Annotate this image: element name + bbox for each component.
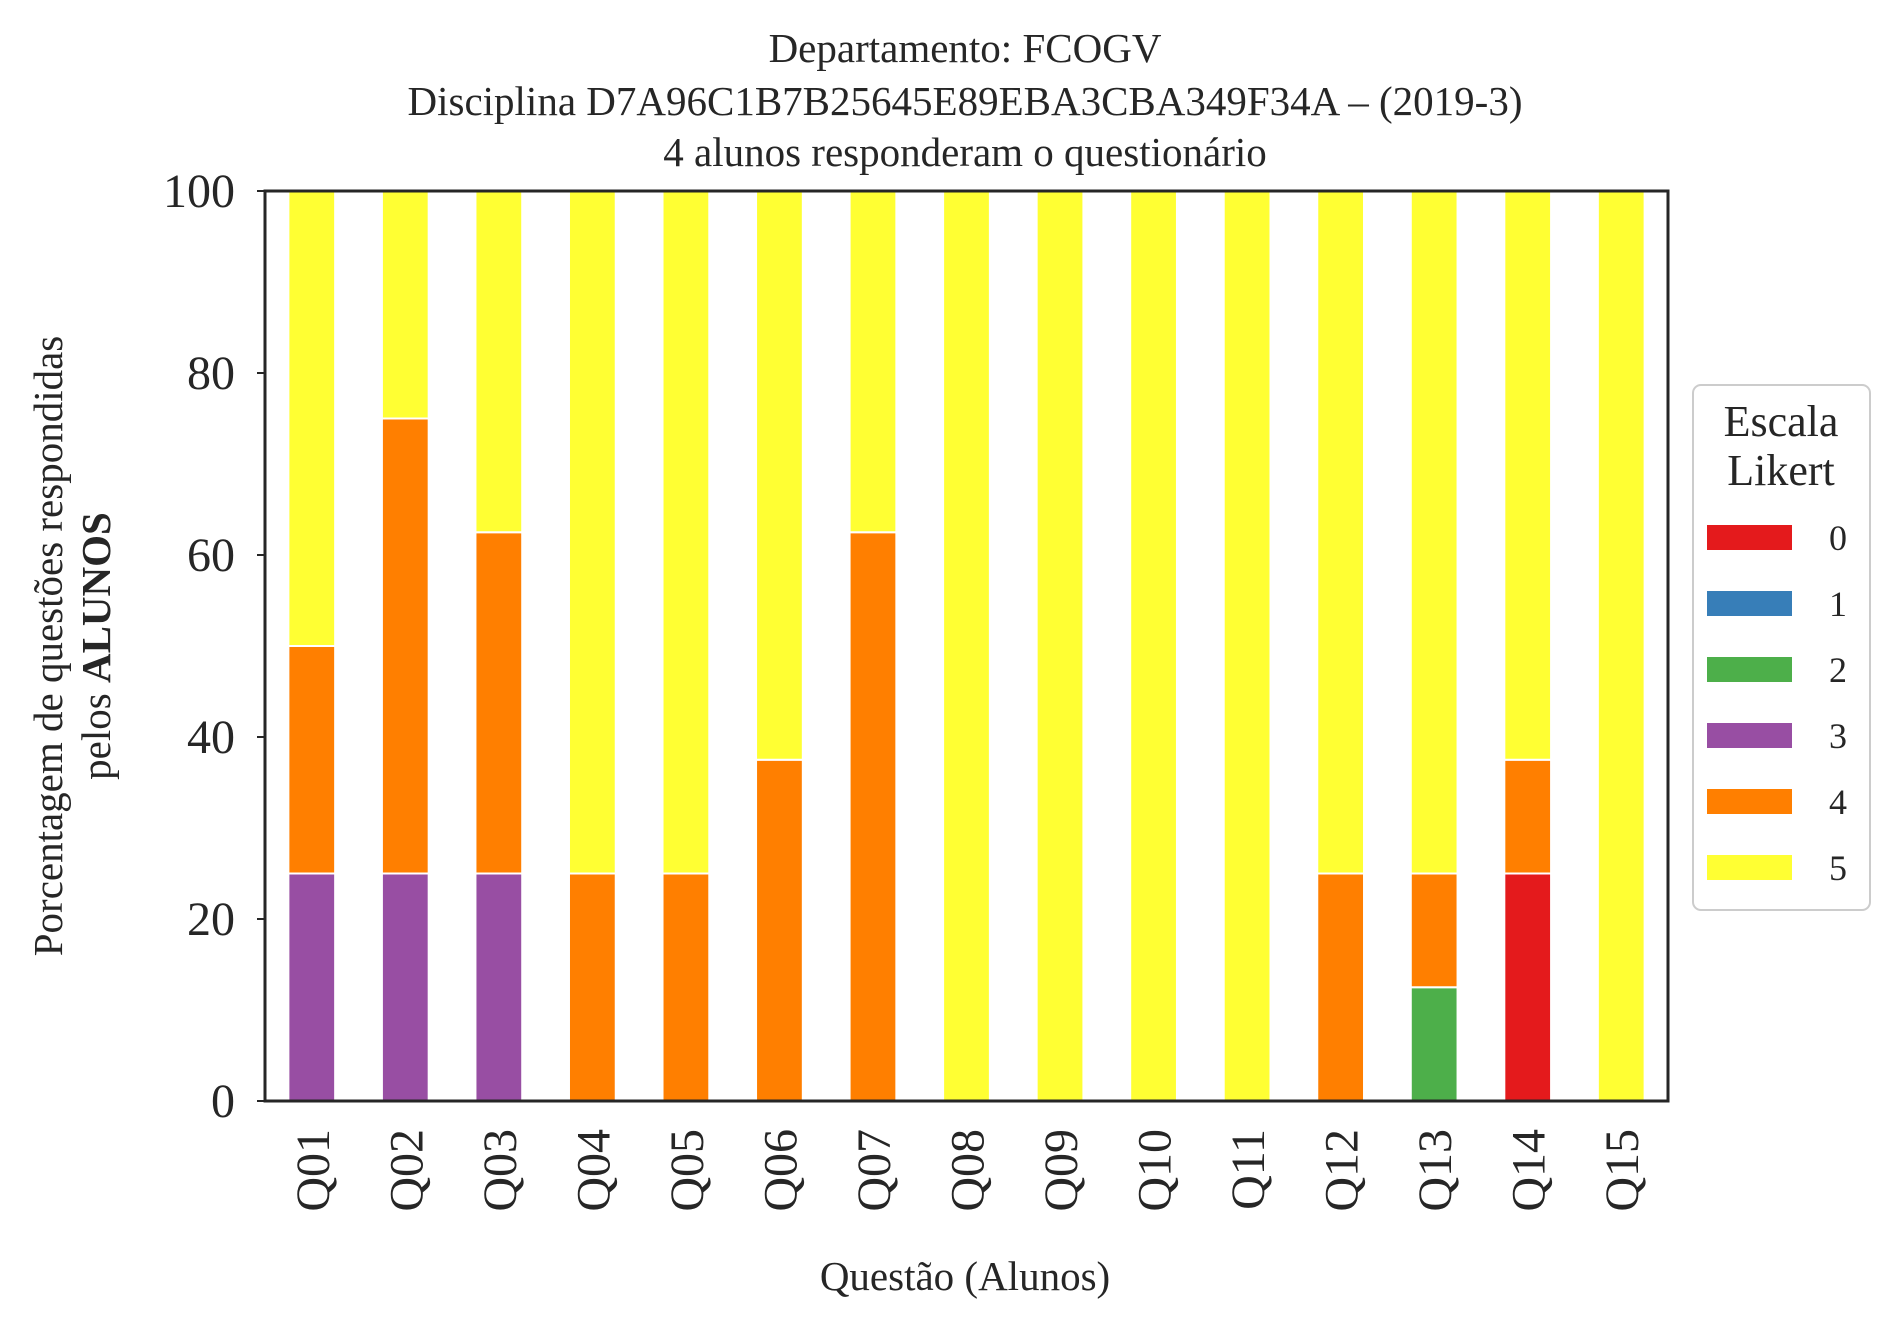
bar-segment-q14-likert-4 bbox=[1503, 758, 1553, 875]
legend-title-line-1: Escala bbox=[1724, 397, 1839, 446]
legend-swatch-5 bbox=[1707, 855, 1792, 880]
legend-swatch-0 bbox=[1707, 525, 1792, 550]
bar-segment-q02-likert-3 bbox=[380, 872, 430, 1102]
x-tick-label-q13: Q13 bbox=[1409, 1129, 1462, 1212]
title-line-3: 4 alunos responderam o questionário bbox=[663, 129, 1266, 175]
bar-segment-q14-likert-0 bbox=[1503, 872, 1553, 1102]
x-tick-label-q02: Q02 bbox=[380, 1129, 433, 1212]
y-tick-label: 60 bbox=[187, 529, 235, 582]
bar-segment-q12-likert-5 bbox=[1316, 190, 1366, 875]
y-tick-label: 0 bbox=[211, 1075, 235, 1128]
bar-segment-q02-likert-4 bbox=[380, 417, 430, 875]
bar-segment-q04-likert-4 bbox=[567, 872, 617, 1102]
x-tick-label-q15: Q15 bbox=[1596, 1129, 1649, 1212]
legend: Escala Likert 0 1 2 3 4 5 bbox=[1692, 384, 1871, 911]
bar-segment-q03-likert-3 bbox=[474, 872, 524, 1102]
legend-label-2: 2 bbox=[1829, 650, 1847, 690]
bar-segment-q05-likert-5 bbox=[661, 190, 711, 875]
bar-segment-q07-likert-4 bbox=[848, 531, 898, 1102]
bar-segment-q01-likert-4 bbox=[287, 645, 337, 875]
legend-swatch-1 bbox=[1707, 591, 1792, 616]
x-tick-label-q04: Q04 bbox=[567, 1129, 620, 1212]
x-tick-label-q10: Q10 bbox=[1129, 1129, 1182, 1212]
legend-label-0: 0 bbox=[1829, 518, 1847, 558]
plot-frame bbox=[263, 189, 1670, 1103]
bar-segment-q15-likert-5 bbox=[1596, 190, 1646, 1102]
x-tick-label-q12: Q12 bbox=[1316, 1129, 1369, 1212]
bar-segment-q03-likert-5 bbox=[474, 190, 524, 534]
bar-segment-q13-likert-5 bbox=[1409, 190, 1459, 875]
y-axis-title-line-1: Porcentagem de questões respondidas bbox=[25, 336, 71, 957]
x-tick-label-q06: Q06 bbox=[754, 1129, 807, 1212]
legend-label-1: 1 bbox=[1829, 584, 1847, 624]
legend-title-line-2: Likert bbox=[1727, 446, 1835, 495]
bar-segment-q12-likert-4 bbox=[1316, 872, 1366, 1102]
x-tick-label-q01: Q01 bbox=[287, 1129, 340, 1212]
bar-segment-q02-likert-5 bbox=[380, 190, 430, 420]
bar-segment-q05-likert-4 bbox=[661, 872, 711, 1102]
legend-items: 0 1 2 3 4 5 bbox=[1707, 518, 1847, 888]
y-tick-label: 40 bbox=[187, 711, 235, 764]
x-axis-title: Questão (Alunos) bbox=[820, 1253, 1110, 1299]
legend-swatch-4 bbox=[1707, 789, 1792, 814]
chart-title: Departamento: FCOGV Disciplina D7A96C1B7… bbox=[408, 25, 1523, 175]
y-tick-label: 20 bbox=[187, 893, 235, 946]
bar-segment-q10-likert-5 bbox=[1129, 190, 1178, 1102]
y-tick-label: 80 bbox=[187, 347, 235, 400]
x-tick-label-q07: Q07 bbox=[848, 1129, 901, 1212]
bar-segment-q06-likert-4 bbox=[755, 758, 804, 1102]
bar-segment-q13-likert-4 bbox=[1409, 872, 1459, 989]
bar-segment-q01-likert-3 bbox=[287, 872, 337, 1102]
bar-segment-q14-likert-5 bbox=[1503, 190, 1553, 761]
x-tick-label-q03: Q03 bbox=[474, 1129, 527, 1212]
bar-segment-q06-likert-5 bbox=[755, 190, 804, 761]
bar-segment-q01-likert-5 bbox=[287, 190, 337, 647]
x-tick-label-q11: Q11 bbox=[1222, 1129, 1275, 1210]
x-tick-label-q08: Q08 bbox=[942, 1129, 995, 1212]
y-axis-title-prefix: pelos bbox=[73, 683, 119, 780]
y-axis-title-bold: ALUNOS bbox=[73, 512, 119, 683]
x-tick-label-q14: Q14 bbox=[1503, 1129, 1556, 1212]
legend-label-3: 3 bbox=[1829, 716, 1847, 756]
legend-box bbox=[1692, 384, 1871, 911]
y-axis-title: Porcentagem de questões respondidas pelo… bbox=[25, 336, 119, 957]
bar-segment-q11-likert-5 bbox=[1222, 190, 1272, 1102]
legend-swatch-2 bbox=[1707, 657, 1792, 682]
y-tick-label: 100 bbox=[163, 165, 235, 218]
title-line-2: Disciplina D7A96C1B7B25645E89EBA3CBA349F… bbox=[408, 78, 1523, 124]
x-tick-label-q09: Q09 bbox=[1035, 1129, 1088, 1212]
title-line-1: Departamento: FCOGV bbox=[769, 25, 1162, 71]
legend-label-4: 4 bbox=[1829, 782, 1847, 822]
bar-segment-q09-likert-5 bbox=[1035, 190, 1085, 1102]
x-axis-ticks: Q01 Q02 Q03 Q04 Q05 Q06 Q07 Q08 Q09 Q10 Q11 Q12 Q13 Q… bbox=[287, 1129, 1649, 1212]
y-axis-title-line-2: pelos ALUNOS bbox=[73, 512, 119, 780]
legend-label-5: 5 bbox=[1829, 848, 1847, 888]
bar-segment-q08-likert-5 bbox=[942, 190, 991, 1102]
y-axis-ticks: 0 20 40 60 80 100 bbox=[163, 165, 265, 1128]
bar-segment-q13-likert-2 bbox=[1409, 986, 1459, 1102]
bar-segment-q03-likert-4 bbox=[474, 531, 524, 875]
bars bbox=[287, 190, 1646, 1102]
bar-segment-q07-likert-5 bbox=[848, 190, 898, 534]
bar-segment-q04-likert-5 bbox=[567, 190, 617, 875]
legend-swatch-3 bbox=[1707, 723, 1792, 748]
x-tick-label-q05: Q05 bbox=[661, 1129, 714, 1212]
